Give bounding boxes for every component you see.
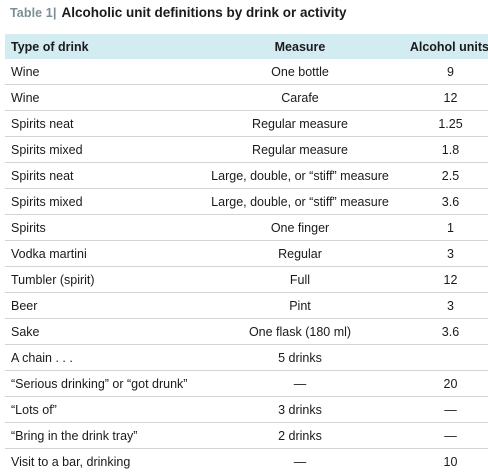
table-row: Wine One bottle 9	[5, 59, 488, 85]
cell-units: 10	[409, 449, 488, 474]
table-row: Beer Pint 3	[5, 293, 488, 319]
cell-drink: Spirits	[5, 215, 191, 241]
cell-measure: Regular	[191, 241, 409, 267]
cell-units: 9	[409, 59, 488, 85]
cell-units: 20	[409, 371, 488, 397]
cell-measure: 3 drinks	[191, 397, 409, 423]
cell-units: —	[409, 423, 488, 449]
table-row: Spirits neat Regular measure 1.25	[5, 111, 488, 137]
cell-units: 1	[409, 215, 488, 241]
table-body: Wine One bottle 9 Wine Carafe 12 Spirits…	[5, 59, 488, 474]
cell-drink: Vodka martini	[5, 241, 191, 267]
cell-units: 3.6	[409, 189, 488, 215]
cell-measure: Large, double, or “stiff” measure	[191, 189, 409, 215]
cell-drink: Wine	[5, 59, 191, 85]
header-row: Type of drink Measure Alcohol units	[5, 34, 488, 59]
table-row: “Lots of” 3 drinks —	[5, 397, 488, 423]
cell-units	[409, 345, 488, 371]
header-type-of-drink: Type of drink	[5, 34, 191, 59]
cell-measure: One bottle	[191, 59, 409, 85]
cell-units: 12	[409, 267, 488, 293]
cell-drink: “Lots of”	[5, 397, 191, 423]
table-row: “Bring in the drink tray” 2 drinks —	[5, 423, 488, 449]
table-caption: Table 1| Alcoholic unit definitions by dr…	[10, 5, 347, 25]
cell-drink: Spirits mixed	[5, 189, 191, 215]
table-row: Visit to a bar, drinking — 10	[5, 449, 488, 474]
cell-measure: Regular measure	[191, 111, 409, 137]
cell-measure: One flask (180 ml)	[191, 319, 409, 345]
cell-units: 3	[409, 293, 488, 319]
table-row: Spirits mixed Large, double, or “stiff” …	[5, 189, 488, 215]
cell-units: —	[409, 397, 488, 423]
cell-measure: Carafe	[191, 85, 409, 111]
cell-units: 2.5	[409, 163, 488, 189]
table-row: Wine Carafe 12	[5, 85, 488, 111]
table-title: Alcoholic unit definitions by drink or a…	[62, 5, 347, 20]
table-row: Vodka martini Regular 3	[5, 241, 488, 267]
table-number-label: Table 1	[10, 6, 53, 20]
table-row: “Serious drinking” or “got drunk” — 20	[5, 371, 488, 397]
cell-drink: A chain . . .	[5, 345, 191, 371]
cell-drink: Sake	[5, 319, 191, 345]
cell-units: 3	[409, 241, 488, 267]
cell-measure: 5 drinks	[191, 345, 409, 371]
table-row: Sake One flask (180 ml) 3.6	[5, 319, 488, 345]
table-header: Type of drink Measure Alcohol units	[5, 34, 488, 59]
cell-measure: Pint	[191, 293, 409, 319]
cell-drink: “Bring in the drink tray”	[5, 423, 191, 449]
cell-measure: —	[191, 371, 409, 397]
cell-drink: Beer	[5, 293, 191, 319]
caption-separator: |	[53, 5, 57, 20]
cell-units: 3.6	[409, 319, 488, 345]
table-row: Tumbler (spirit) Full 12	[5, 267, 488, 293]
cell-drink: Wine	[5, 85, 191, 111]
cell-drink: Visit to a bar, drinking	[5, 449, 191, 474]
cell-drink: Spirits neat	[5, 163, 191, 189]
cell-measure: Full	[191, 267, 409, 293]
cell-measure: —	[191, 449, 409, 474]
cell-units: 1.8	[409, 137, 488, 163]
table-row: Spirits mixed Regular measure 1.8	[5, 137, 488, 163]
cell-measure: Regular measure	[191, 137, 409, 163]
header-measure: Measure	[191, 34, 409, 59]
cell-units: 1.25	[409, 111, 488, 137]
header-alcohol-units: Alcohol units	[409, 34, 488, 59]
table-row: Spirits neat Large, double, or “stiff” m…	[5, 163, 488, 189]
table-row: A chain . . . 5 drinks	[5, 345, 488, 371]
cell-units: 12	[409, 85, 488, 111]
table-row: Spirits One finger 1	[5, 215, 488, 241]
cell-drink: Tumbler (spirit)	[5, 267, 191, 293]
cell-drink: Spirits neat	[5, 111, 191, 137]
cell-measure: 2 drinks	[191, 423, 409, 449]
cell-measure: Large, double, or “stiff” measure	[191, 163, 409, 189]
cell-drink: Spirits mixed	[5, 137, 191, 163]
cell-drink: “Serious drinking” or “got drunk”	[5, 371, 191, 397]
cell-measure: One finger	[191, 215, 409, 241]
alcohol-units-table: Type of drink Measure Alcohol units Wine…	[5, 34, 488, 474]
